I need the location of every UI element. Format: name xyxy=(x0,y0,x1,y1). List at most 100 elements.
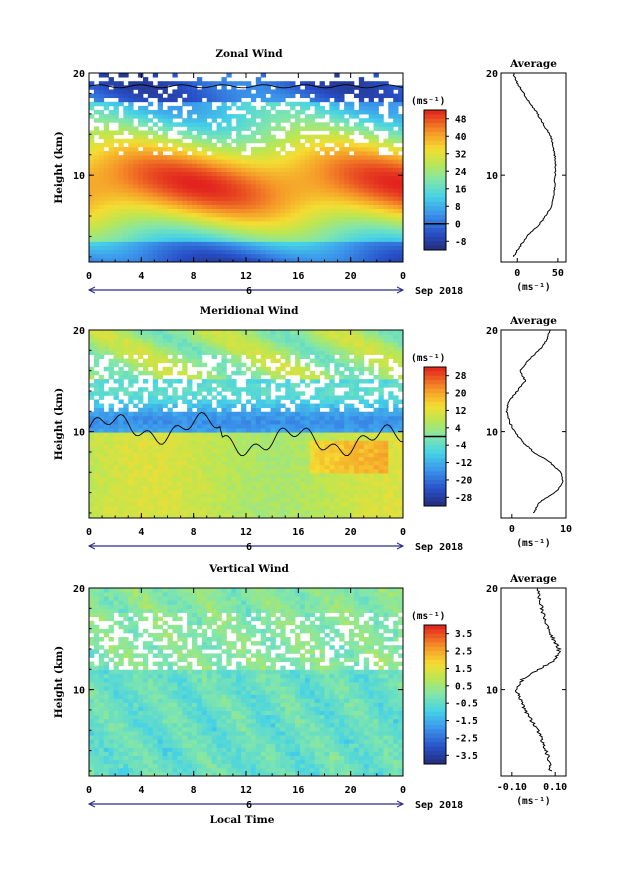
heatmap-cell xyxy=(319,225,325,230)
heatmap-cell xyxy=(201,468,208,474)
colorbar-segment xyxy=(424,123,446,129)
heatmap-cell xyxy=(108,415,114,421)
heatmap-cell xyxy=(147,485,154,490)
heatmap-cell xyxy=(226,444,232,449)
heatmap-cell xyxy=(255,391,262,396)
heatmap-cell xyxy=(162,432,168,437)
heatmap-cell xyxy=(383,428,389,433)
heatmap-cell xyxy=(211,216,217,222)
heatmap-cell xyxy=(206,415,213,421)
heatmap-cell xyxy=(142,436,149,441)
heatmap-cell xyxy=(319,387,325,392)
heatmap-cell xyxy=(260,151,267,156)
heatmap-cell xyxy=(196,481,203,486)
heatmap-cell xyxy=(211,415,217,421)
heatmap-cell xyxy=(299,485,306,490)
heatmap-cell xyxy=(280,241,286,246)
heatmap-cell xyxy=(334,220,340,226)
heatmap-cell xyxy=(378,220,384,226)
heatmap-cell xyxy=(275,468,281,474)
heatmap-cell xyxy=(295,460,301,466)
heatmap-cell xyxy=(329,212,335,218)
heatmap-cell xyxy=(236,440,242,445)
heatmap-cell xyxy=(123,370,129,376)
heatmap-cell xyxy=(319,391,325,396)
heatmap-cell xyxy=(182,468,188,474)
heatmap-cell xyxy=(398,415,404,421)
heatmap-cell xyxy=(236,249,242,255)
heatmap-cell xyxy=(182,395,188,400)
heatmap-cell xyxy=(398,460,404,466)
heatmap-cell xyxy=(275,204,281,209)
heatmap-cell xyxy=(246,399,252,404)
heatmap-cell xyxy=(309,114,316,119)
heatmap-cell xyxy=(103,460,110,466)
heatmap-cell xyxy=(358,118,365,123)
heatmap-cell xyxy=(290,436,296,441)
heatmap-cell xyxy=(339,464,345,470)
heatmap-cell xyxy=(275,188,281,193)
heatmap-cell xyxy=(285,134,291,140)
heatmap-cell xyxy=(383,233,389,238)
heatmap-cell xyxy=(285,391,291,396)
heatmap-cell xyxy=(152,204,159,209)
heatmap-cell xyxy=(221,481,227,486)
heatmap-cell xyxy=(98,497,105,503)
heatmap-cell xyxy=(344,473,350,478)
heatmap-cell xyxy=(299,220,306,226)
heatmap-cell xyxy=(89,505,95,511)
heatmap-cell xyxy=(388,101,394,107)
heatmap-cell xyxy=(393,109,399,115)
heatmap-cell xyxy=(295,395,301,400)
heatmap-cell xyxy=(123,163,129,168)
heatmap-cell xyxy=(363,196,370,201)
heatmap-cell xyxy=(192,109,198,115)
heatmap-cell xyxy=(211,436,217,441)
heatmap-cell xyxy=(344,432,350,437)
heatmap-cell xyxy=(373,411,379,417)
heatmap-cell xyxy=(319,171,325,177)
heatmap-cell xyxy=(304,196,311,201)
heatmap-cell xyxy=(226,387,232,392)
heatmap-cell xyxy=(142,220,149,226)
heatmap-cell xyxy=(192,216,198,222)
heatmap-cell xyxy=(236,452,242,458)
heatmap-cell xyxy=(373,81,379,86)
heatmap-cell xyxy=(349,237,355,242)
heatmap-cell xyxy=(201,464,208,470)
heatmap-cell xyxy=(275,493,281,498)
heatmap-cell xyxy=(285,81,291,86)
heatmap-cell xyxy=(285,387,291,392)
heatmap-cell xyxy=(388,142,394,148)
heatmap-cell xyxy=(304,477,311,482)
heatmap-cell xyxy=(123,85,129,90)
heatmap-cell xyxy=(329,358,335,364)
heatmap-cell xyxy=(304,501,311,507)
heatmap-cell xyxy=(275,114,281,119)
heatmap-cell xyxy=(285,163,291,168)
heatmap-cell xyxy=(103,220,110,226)
heatmap-cell xyxy=(344,105,350,111)
heatmap-cell xyxy=(344,374,350,380)
heatmap-cell xyxy=(309,216,316,222)
heatmap-cell xyxy=(398,350,404,355)
heatmap-cell xyxy=(138,200,144,205)
heatmap-cell xyxy=(142,448,149,454)
heatmap-cell xyxy=(378,424,384,429)
heatmap-cell xyxy=(118,489,124,494)
heatmap-cell xyxy=(250,411,257,417)
heatmap-cell xyxy=(196,399,203,404)
heatmap-cell xyxy=(246,432,252,437)
heatmap-cell xyxy=(280,509,286,515)
heatmap-cell xyxy=(89,163,95,168)
heatmap-cell xyxy=(280,208,286,214)
heatmap-cell xyxy=(265,192,271,197)
heatmap-cell xyxy=(368,179,374,185)
heatmap-cell xyxy=(147,142,154,148)
heatmap-cell xyxy=(236,81,242,86)
heatmap-cell xyxy=(265,229,271,234)
heatmap-cell xyxy=(398,448,404,454)
heatmap-cell xyxy=(162,81,168,86)
heatmap-cell xyxy=(339,142,345,148)
heatmap-cell xyxy=(103,415,110,421)
